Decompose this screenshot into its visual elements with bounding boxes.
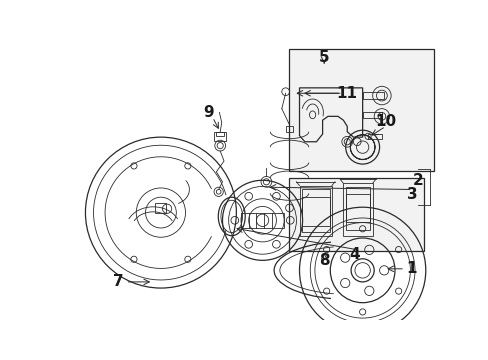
Bar: [367, 134, 381, 139]
Bar: [299, 186, 331, 236]
Text: 8: 8: [318, 253, 329, 268]
Bar: [216, 132, 224, 136]
Bar: [214, 132, 226, 141]
Bar: [301, 189, 329, 232]
Bar: [301, 197, 329, 226]
Bar: [345, 194, 369, 222]
Text: 2: 2: [412, 173, 423, 188]
Text: 5: 5: [318, 50, 329, 64]
Text: 10: 10: [374, 114, 395, 129]
Bar: [362, 112, 381, 118]
Bar: [345, 187, 369, 230]
Text: 7: 7: [113, 274, 123, 289]
Bar: [362, 92, 384, 99]
Text: 1: 1: [405, 261, 416, 276]
Bar: [286, 126, 292, 132]
Bar: [241, 213, 284, 228]
Text: 9: 9: [203, 105, 214, 120]
Text: 11: 11: [336, 86, 357, 101]
Bar: [289, 49, 433, 171]
Text: 4: 4: [349, 247, 360, 262]
Bar: [154, 203, 166, 213]
Bar: [343, 183, 372, 236]
Text: 3: 3: [407, 188, 417, 202]
Bar: [289, 178, 424, 251]
